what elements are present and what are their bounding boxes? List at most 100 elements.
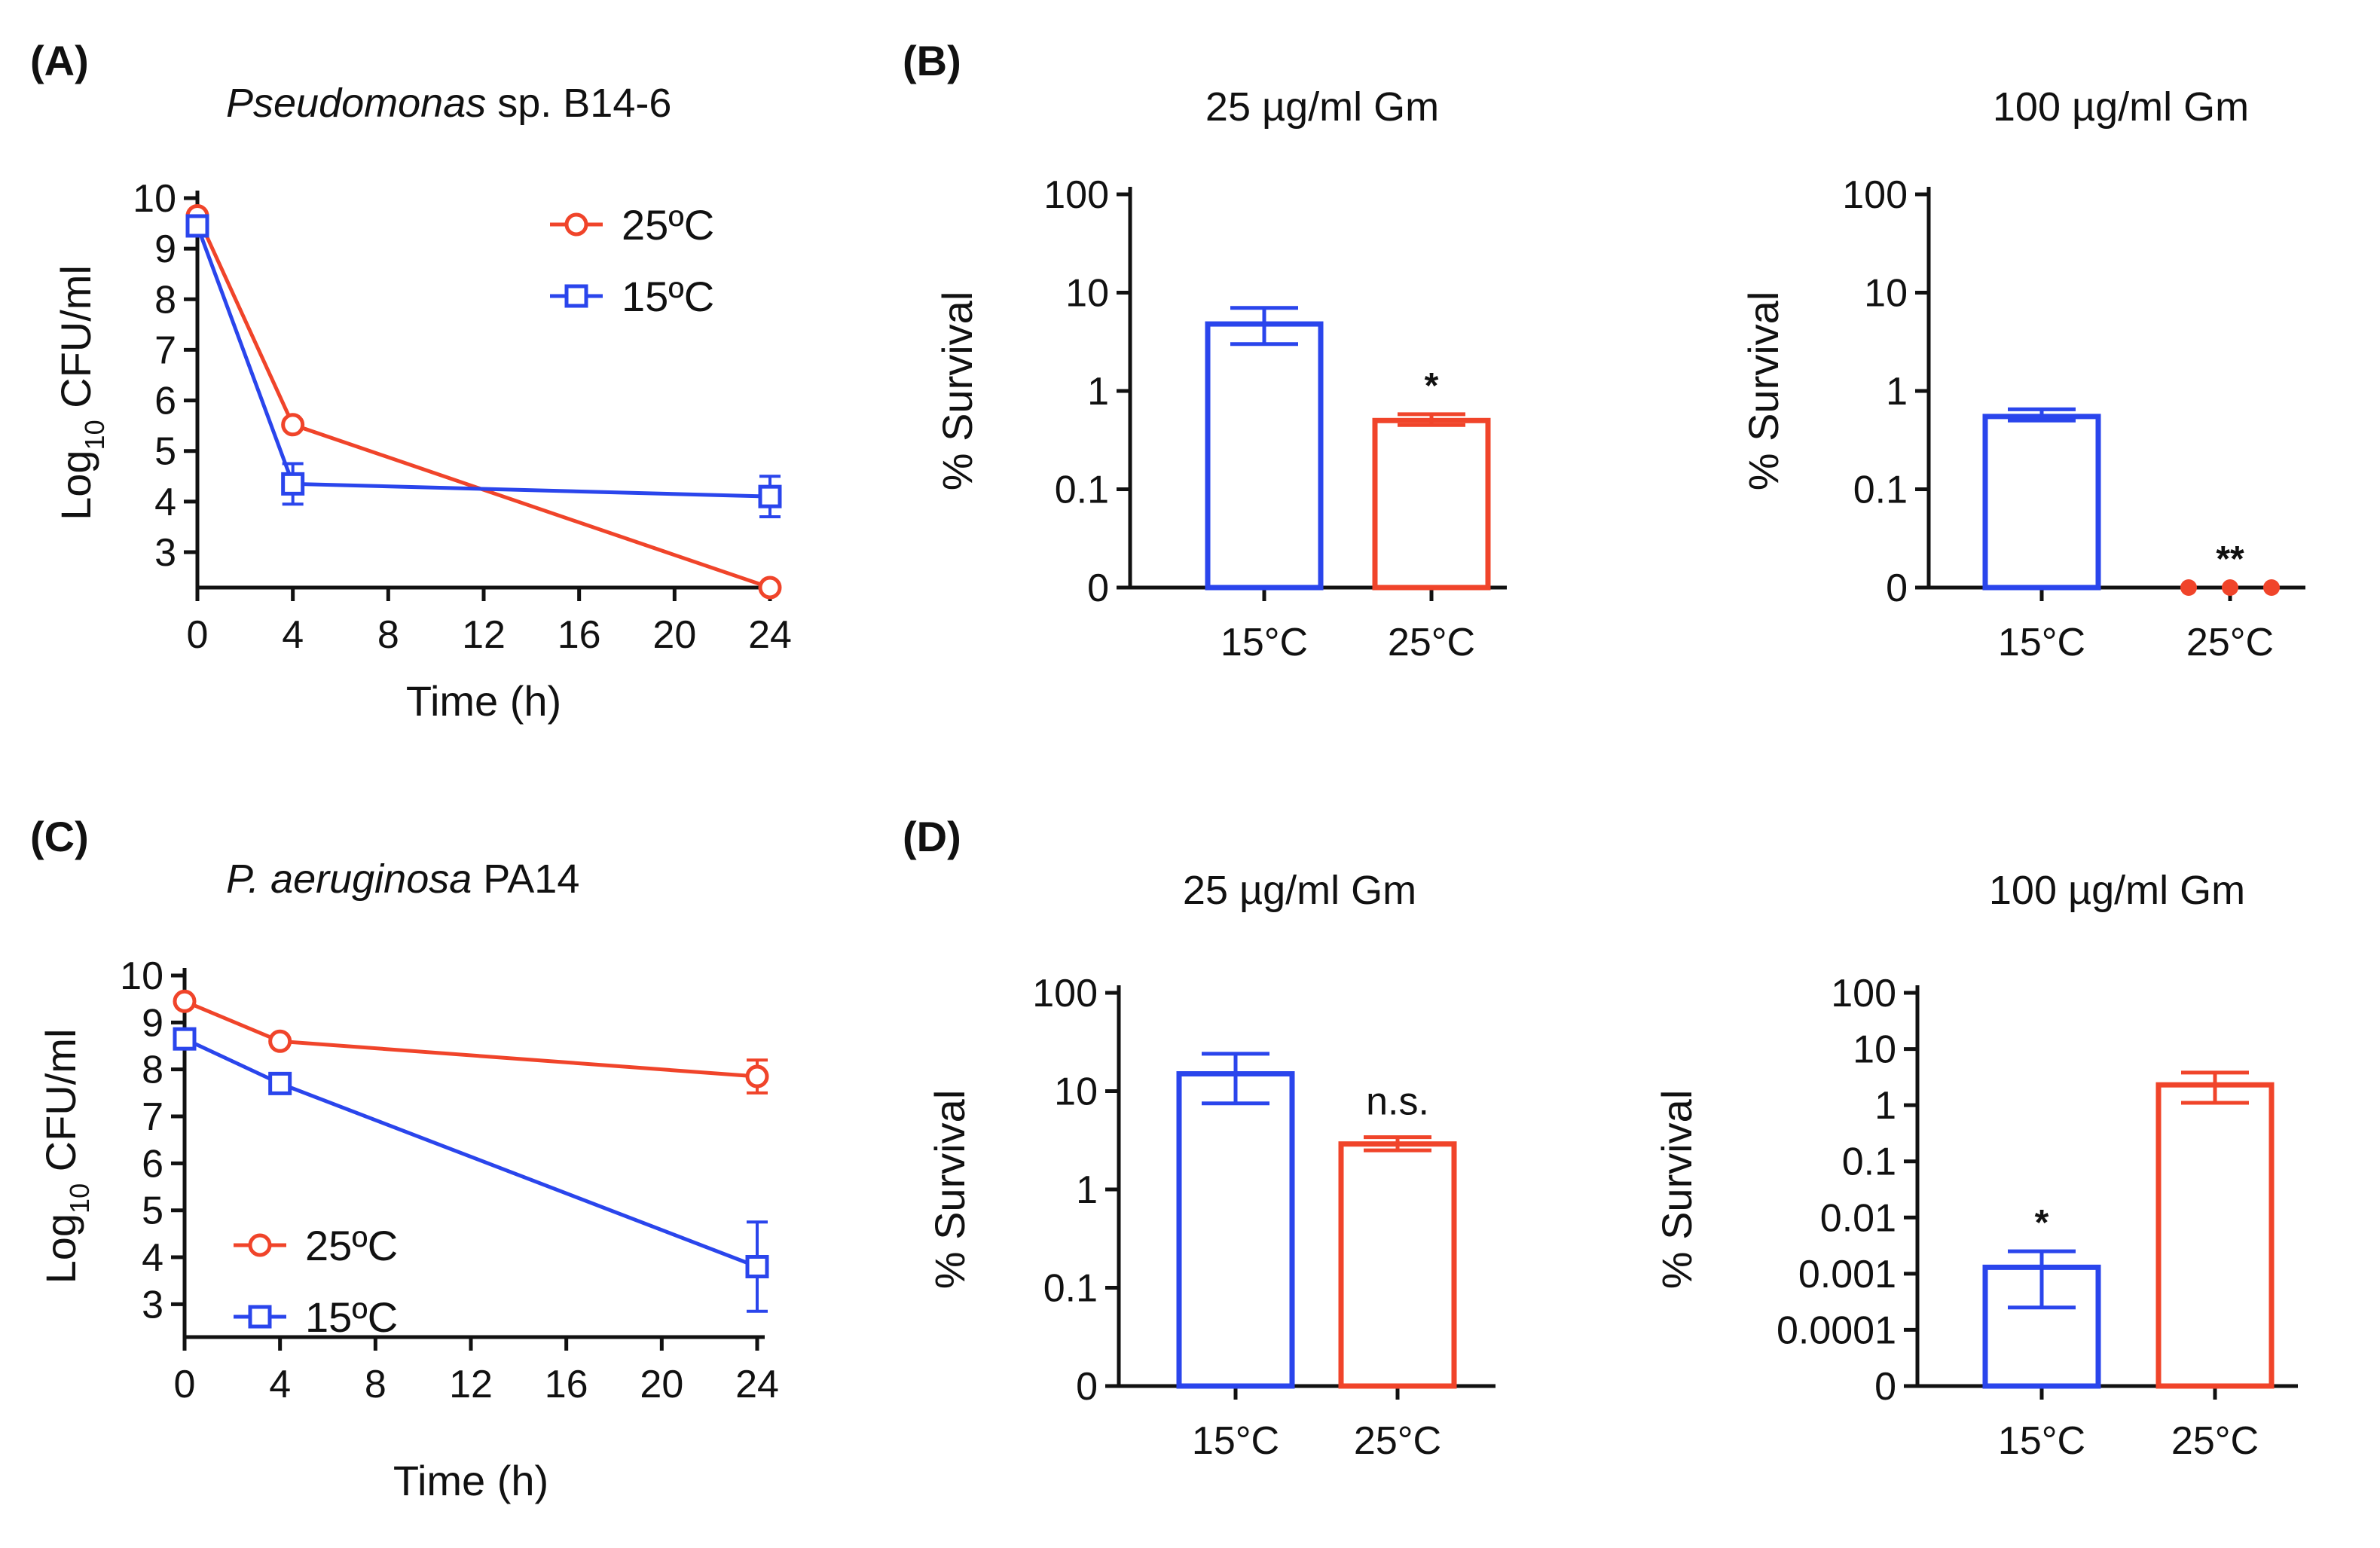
legend-label: 15ºC (622, 273, 714, 320)
x-tick-label: 12 (449, 1363, 493, 1406)
data-point (758, 484, 782, 508)
data-dot (2180, 579, 2197, 596)
data-point (758, 576, 782, 600)
y-tick-label: 10 (133, 177, 176, 221)
y-axis-title-main: Log (52, 450, 99, 520)
y-axis-title-main: Log (37, 1214, 84, 1284)
bar (1372, 417, 1491, 591)
y-tick-label: 100 (1831, 972, 1896, 1015)
y-tick-label: 5 (154, 430, 176, 474)
x-tick-label: 25°C (1354, 1419, 1441, 1463)
chart-title-rest: sp. B14-6 (486, 81, 671, 126)
data-dot (2222, 579, 2238, 596)
x-tick-label: 8 (365, 1363, 386, 1406)
y-axis-title: % Survival (1653, 1090, 1700, 1290)
legend-marker (564, 284, 588, 308)
x-tick-label: 20 (652, 613, 696, 657)
y-tick-label: 0.0001 (1777, 1308, 1896, 1352)
chart-title: P. aeruginosa PA14 (226, 856, 579, 902)
y-tick-label: 0.001 (1798, 1253, 1896, 1296)
y-axis-title: % Survival (1740, 292, 1787, 491)
x-tick-label: 15°C (1221, 621, 1308, 664)
y-tick-label: 100 (1842, 173, 1908, 217)
y-tick-label: 0 (1087, 566, 1109, 610)
x-tick-label: 15°C (1998, 1419, 2085, 1463)
y-axis-title: Log10 CFU/ml (37, 1029, 95, 1284)
legend-marker (248, 1233, 272, 1257)
bar (1176, 1071, 1295, 1389)
series-line (195, 215, 771, 590)
bar (1982, 414, 2101, 591)
panel-D1: (D) 25 µg/ml Gm 100 10 1 0.1 0 % Survival 15°C 25… (903, 813, 1496, 1463)
y-tick-label: 3 (154, 531, 176, 575)
x-tick-label: 0 (174, 1363, 196, 1406)
legend-label: 25ºC (305, 1222, 398, 1269)
panel-label: (D) (903, 813, 961, 860)
x-tick-label: 15°C (1998, 621, 2085, 664)
y-axis-title: Log10 CFU/ml (52, 265, 110, 521)
y-tick-label: 0.1 (1853, 469, 1908, 512)
x-tick-label: 25°C (2186, 621, 2274, 664)
y-tick-label: 0 (1874, 1365, 1896, 1409)
significance-label: n.s. (1366, 1080, 1429, 1124)
y-tick-label: 0 (1076, 1365, 1098, 1409)
y-tick-label: 10 (120, 954, 163, 998)
bar (1205, 321, 1324, 591)
x-tick-label: 4 (269, 1363, 291, 1406)
y-tick-label: 10 (1853, 1028, 1896, 1072)
y-tick-label: 0.1 (1043, 1267, 1098, 1311)
panel-D2: 100 µg/ml Gm 100 10 1 0.1 0.01 0.001 0.0001 0 % S… (1653, 868, 2298, 1463)
y-tick-label: 100 (1032, 972, 1098, 1015)
chart-title: 25 µg/ml Gm (1205, 84, 1439, 130)
data-point (281, 472, 305, 496)
data-dot (2263, 579, 2280, 596)
y-tick-label: 6 (154, 380, 176, 423)
x-tick-label: 4 (282, 613, 304, 657)
x-tick-label: 12 (462, 613, 506, 657)
y-tick-label: 3 (142, 1283, 163, 1327)
data-point (185, 214, 209, 238)
x-tick-label: 16 (545, 1363, 588, 1406)
x-tick-label: 0 (187, 613, 209, 657)
x-axis-title: Time (h) (393, 1457, 548, 1504)
chart-title-rest: PA14 (472, 856, 579, 902)
y-tick-label: 1 (1076, 1168, 1098, 1212)
data-point (173, 1027, 197, 1051)
y-tick-label: 9 (154, 227, 176, 271)
panel-label: (C) (30, 813, 89, 860)
chart-title-italic: P. aeruginosa (226, 856, 472, 902)
legend-label: 15ºC (305, 1293, 398, 1341)
chart-title-italic: Pseudomonas (226, 81, 486, 126)
x-axis-title: Time (h) (406, 677, 561, 725)
y-axis-title: % Survival (933, 292, 981, 491)
significance-label: ** (2216, 539, 2244, 579)
panel-A: (A) Pseudomonas sp. B14-6 3 4 5 6 7 8 9 10 0 4 8 12 16… (30, 37, 792, 725)
x-tick-label: 20 (640, 1363, 683, 1406)
y-axis-title-sub: 10 (64, 1183, 95, 1214)
chart-title: 100 µg/ml Gm (1989, 868, 2245, 913)
y-axis-title-sub: 10 (79, 420, 110, 450)
data-point (268, 1071, 292, 1095)
y-tick-label: 4 (154, 481, 176, 524)
x-tick-label: 8 (377, 613, 399, 657)
data-point (745, 1254, 769, 1278)
y-tick-label: 4 (142, 1236, 163, 1280)
chart-title: 25 µg/ml Gm (1183, 868, 1416, 913)
y-tick-label: 10 (1065, 272, 1109, 316)
panel-label: (B) (903, 37, 961, 84)
y-tick-label: 0 (1886, 566, 1908, 610)
y-tick-label: 10 (1864, 272, 1908, 316)
y-tick-label: 100 (1043, 173, 1109, 217)
y-tick-label: 9 (142, 1001, 163, 1045)
y-tick-label: 0.01 (1820, 1196, 1896, 1240)
significance-label: * (2035, 1203, 2049, 1243)
y-tick-label: 10 (1054, 1070, 1098, 1114)
y-tick-label: 7 (154, 328, 176, 372)
panel-B2: 100 µg/ml Gm 100 10 1 0.1 0 % Survival 15°C 25°C… (1740, 84, 2305, 664)
series-line (195, 225, 771, 499)
y-axis-title: % Survival (926, 1090, 973, 1290)
panel-B1: (B) 25 µg/ml Gm 100 10 1 0.1 0 % Survival 15°C 25… (903, 37, 1507, 664)
bar (1338, 1141, 1457, 1389)
data-point (745, 1064, 769, 1088)
